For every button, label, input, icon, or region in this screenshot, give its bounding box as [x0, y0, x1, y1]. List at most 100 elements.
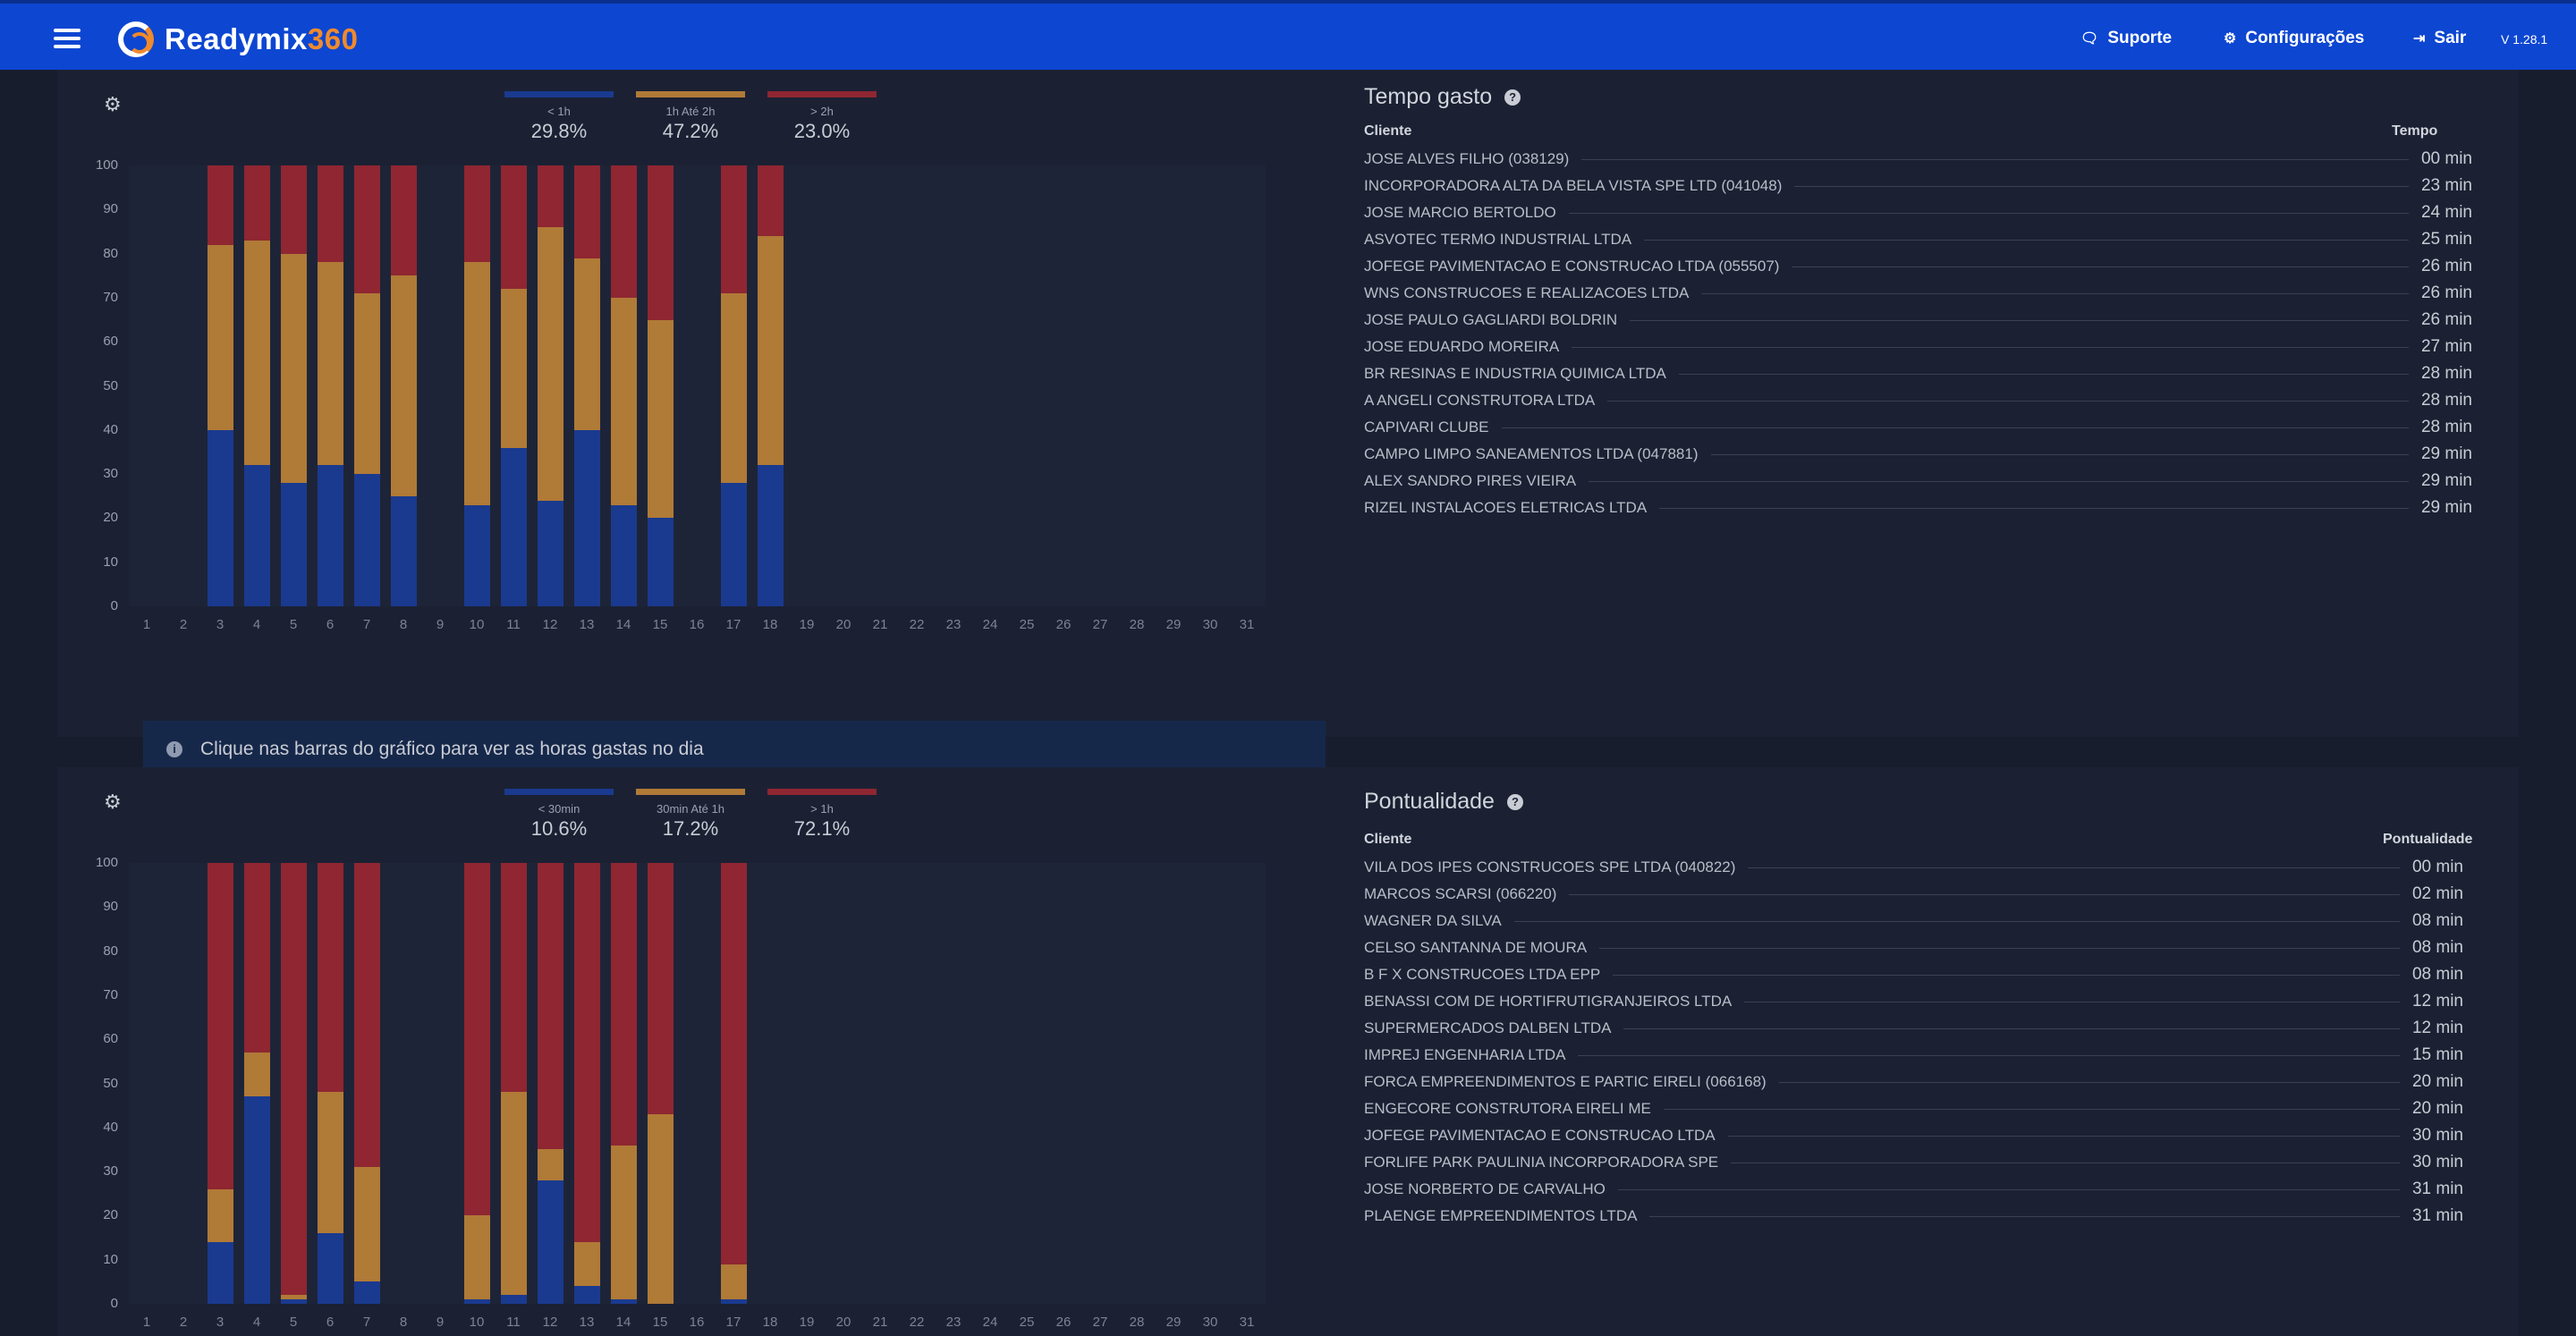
x-tick-label: 16	[689, 617, 705, 632]
chart-bar-day-6[interactable]	[318, 863, 343, 1304]
bar-segment	[501, 863, 527, 1093]
chart-bar-day-11[interactable]	[501, 165, 527, 606]
chart-bar-day-4[interactable]	[244, 165, 270, 606]
bar-segment	[648, 863, 674, 1115]
chart-column-bg	[129, 863, 165, 1304]
client-value: 27 min	[2420, 337, 2472, 356]
chart-bar-day-5[interactable]	[281, 863, 307, 1304]
bar-segment	[244, 465, 270, 606]
top-bar: Readymix360 🗨 Suporte ⚙ Configurações ⇥ …	[0, 0, 2576, 70]
x-tick-label: 17	[725, 1315, 741, 1330]
list-item: ASVOTEC TERMO INDUSTRIAL LTDA 25 min	[1364, 226, 2472, 253]
x-tick-label: 11	[506, 1315, 521, 1330]
client-value: 26 min	[2420, 257, 2472, 275]
chart-bar-day-12[interactable]	[538, 165, 564, 606]
legend-item[interactable]: < 30min 10.6%	[504, 789, 614, 841]
chart-column-bg	[936, 863, 972, 1304]
chart-column-bg	[1046, 165, 1082, 606]
row-divider	[1513, 920, 2400, 922]
x-tick-label: 26	[1055, 1315, 1072, 1330]
x-tick-label: 7	[362, 1315, 371, 1330]
list-item: FORCA EMPREENDIMENTOS E PARTIC EIRELI (0…	[1364, 1069, 2463, 1095]
chart-column-bg	[789, 165, 826, 606]
chart-bar-day-6[interactable]	[318, 165, 343, 606]
chart-bar-day-13[interactable]	[574, 863, 600, 1304]
chart-bar-day-3[interactable]	[208, 165, 233, 606]
chart-bar-day-13[interactable]	[574, 165, 600, 606]
row-divider	[1659, 507, 2409, 509]
chart-bar-day-17[interactable]	[721, 863, 747, 1304]
chart-bar-day-18[interactable]	[758, 165, 784, 606]
list-item: RIZEL INSTALACOES ELETRICAS LTDA 29 min	[1364, 495, 2472, 521]
x-tick-label: 16	[689, 1315, 705, 1330]
legend-item[interactable]: < 1h 29.8%	[504, 91, 614, 143]
logo[interactable]: Readymix360	[118, 21, 358, 57]
y-tick-label: 90	[103, 899, 118, 915]
pont-col-client: Cliente	[1364, 832, 1412, 847]
client-name: INCORPORADORA ALTA DA BELA VISTA SPE LTD…	[1364, 177, 1783, 194]
bar-segment	[721, 482, 747, 606]
chart-bar-day-14[interactable]	[611, 165, 637, 606]
chart-bar-day-15[interactable]	[648, 863, 674, 1304]
x-tick-label: 25	[1019, 1315, 1035, 1330]
legend-item[interactable]: > 1h 72.1%	[767, 789, 877, 841]
list-item: ENGECORE CONSTRUTORA EIRELI ME 20 min	[1364, 1095, 2463, 1122]
x-tick-label: 27	[1092, 1315, 1108, 1330]
help-icon[interactable]: ?	[1504, 89, 1521, 106]
list-item: CAMPO LIMPO SANEAMENTOS LTDA (047881) 29 …	[1364, 441, 2472, 468]
client-value: 25 min	[2420, 230, 2472, 249]
chart-bar-day-17[interactable]	[721, 165, 747, 606]
row-divider	[1623, 1027, 2400, 1029]
chart-bar-day-10[interactable]	[464, 863, 490, 1304]
client-name: CELSO SANTANNA DE MOURA	[1364, 939, 1588, 956]
bar-segment	[208, 1241, 233, 1304]
x-tick-label: 12	[542, 1315, 558, 1330]
legend-item[interactable]: 1h Até 2h 47.2%	[636, 91, 745, 143]
chart-bar-day-7[interactable]	[354, 863, 380, 1304]
x-tick-label: 7	[362, 617, 371, 632]
bar-segment	[538, 227, 564, 501]
chart-bar-day-8[interactable]	[391, 165, 417, 606]
client-name: ALEX SANDRO PIRES VIEIRA	[1364, 472, 1577, 489]
menu-icon[interactable]	[54, 29, 80, 50]
legend-item[interactable]: > 2h 23.0%	[767, 91, 877, 143]
chart-bar-day-14[interactable]	[611, 863, 637, 1304]
legend-item[interactable]: 30min Até 1h 17.2%	[636, 789, 745, 841]
bar-segment	[574, 258, 600, 430]
chart-bar-day-5[interactable]	[281, 165, 307, 606]
chart-settings-gear-icon[interactable]: ⚙	[104, 791, 122, 813]
bar-segment	[501, 447, 527, 606]
bar-segment	[281, 1299, 307, 1304]
list-item: BR RESINAS E INDUSTRIA QUIMICA LTDA 28 mi…	[1364, 360, 2472, 387]
bar-segment	[464, 262, 490, 505]
chart-settings-gear-icon[interactable]: ⚙	[104, 93, 122, 115]
y-tick-label: 100	[95, 855, 118, 870]
x-tick-label: 1	[142, 1315, 151, 1330]
chart-bar-day-11[interactable]	[501, 863, 527, 1304]
bar-segment	[501, 289, 527, 448]
legend-percent: 10.6%	[530, 817, 588, 840]
chart-bar-day-15[interactable]	[648, 165, 674, 606]
client-name: WNS CONSTRUCOES E REALIZACOES LTDA	[1364, 284, 1690, 301]
y-tick-label: 20	[103, 510, 118, 526]
chart-bar-day-7[interactable]	[354, 165, 380, 606]
settings-button[interactable]: ⚙ Configurações	[2224, 29, 2364, 48]
client-name: RIZEL INSTALACOES ELETRICAS LTDA	[1364, 499, 1648, 516]
logout-button[interactable]: ⇥ Sair	[2413, 29, 2466, 48]
chart-bar-day-3[interactable]	[208, 863, 233, 1304]
y-tick-label: 100	[95, 157, 118, 173]
help-icon[interactable]: ?	[1506, 793, 1523, 810]
chart-bar-day-4[interactable]	[244, 863, 270, 1304]
client-value: 00 min	[2411, 858, 2463, 876]
client-name: JOSE ALVES FILHO (038129)	[1364, 150, 1570, 167]
chart-bar-day-10[interactable]	[464, 165, 490, 606]
legend-label: 1h Até 2h	[665, 105, 716, 118]
legend-label: < 1h	[547, 105, 571, 118]
bar-segment	[611, 1299, 637, 1304]
chart-bar-day-12[interactable]	[538, 863, 564, 1304]
chart-column-bg	[1009, 863, 1046, 1304]
support-button[interactable]: 🗨 Suporte	[2080, 29, 2172, 48]
chart-column-bg	[129, 165, 165, 606]
pont-title: Pontualidade ?	[1364, 789, 1523, 815]
client-value: 28 min	[2420, 391, 2472, 410]
